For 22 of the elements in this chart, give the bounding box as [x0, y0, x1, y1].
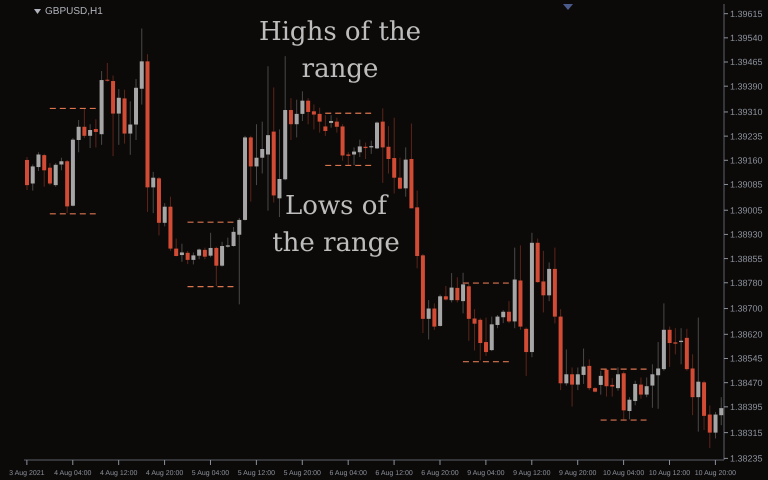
y-tick-label: 1.38700 [730, 304, 763, 314]
y-tick-label: 1.38545 [730, 354, 763, 364]
y-tick-label: 1.39310 [730, 107, 763, 118]
y-tick-label: 1.39005 [730, 205, 763, 216]
y-tick-label: 1.39390 [730, 81, 763, 92]
y-tick-label: 1.39160 [730, 155, 763, 166]
y-tick-label: 1.38235 [730, 454, 763, 464]
chart-title: GBPUSD,H1 [45, 6, 103, 17]
annotation: Lows of the range [272, 190, 400, 260]
annotation: Highs of the range [258, 16, 422, 86]
y-tick-label: 1.38855 [730, 254, 763, 264]
y-tick-label: 1.38315 [730, 428, 763, 438]
y-tick-label: 1.39085 [730, 180, 763, 190]
y-tick-label: 1.39465 [730, 57, 763, 68]
y-tick-label: 1.38620 [730, 330, 763, 340]
y-tick-label: 1.39615 [730, 8, 763, 19]
y-tick-label: 1.39540 [730, 33, 763, 44]
y-tick-label: 1.38930 [730, 230, 763, 240]
y-tick-label: 1.38780 [730, 278, 763, 288]
y-tick-label: 1.39235 [730, 131, 763, 142]
y-tick-label: 1.38395 [730, 402, 763, 412]
y-tick-label: 1.38470 [730, 378, 763, 388]
